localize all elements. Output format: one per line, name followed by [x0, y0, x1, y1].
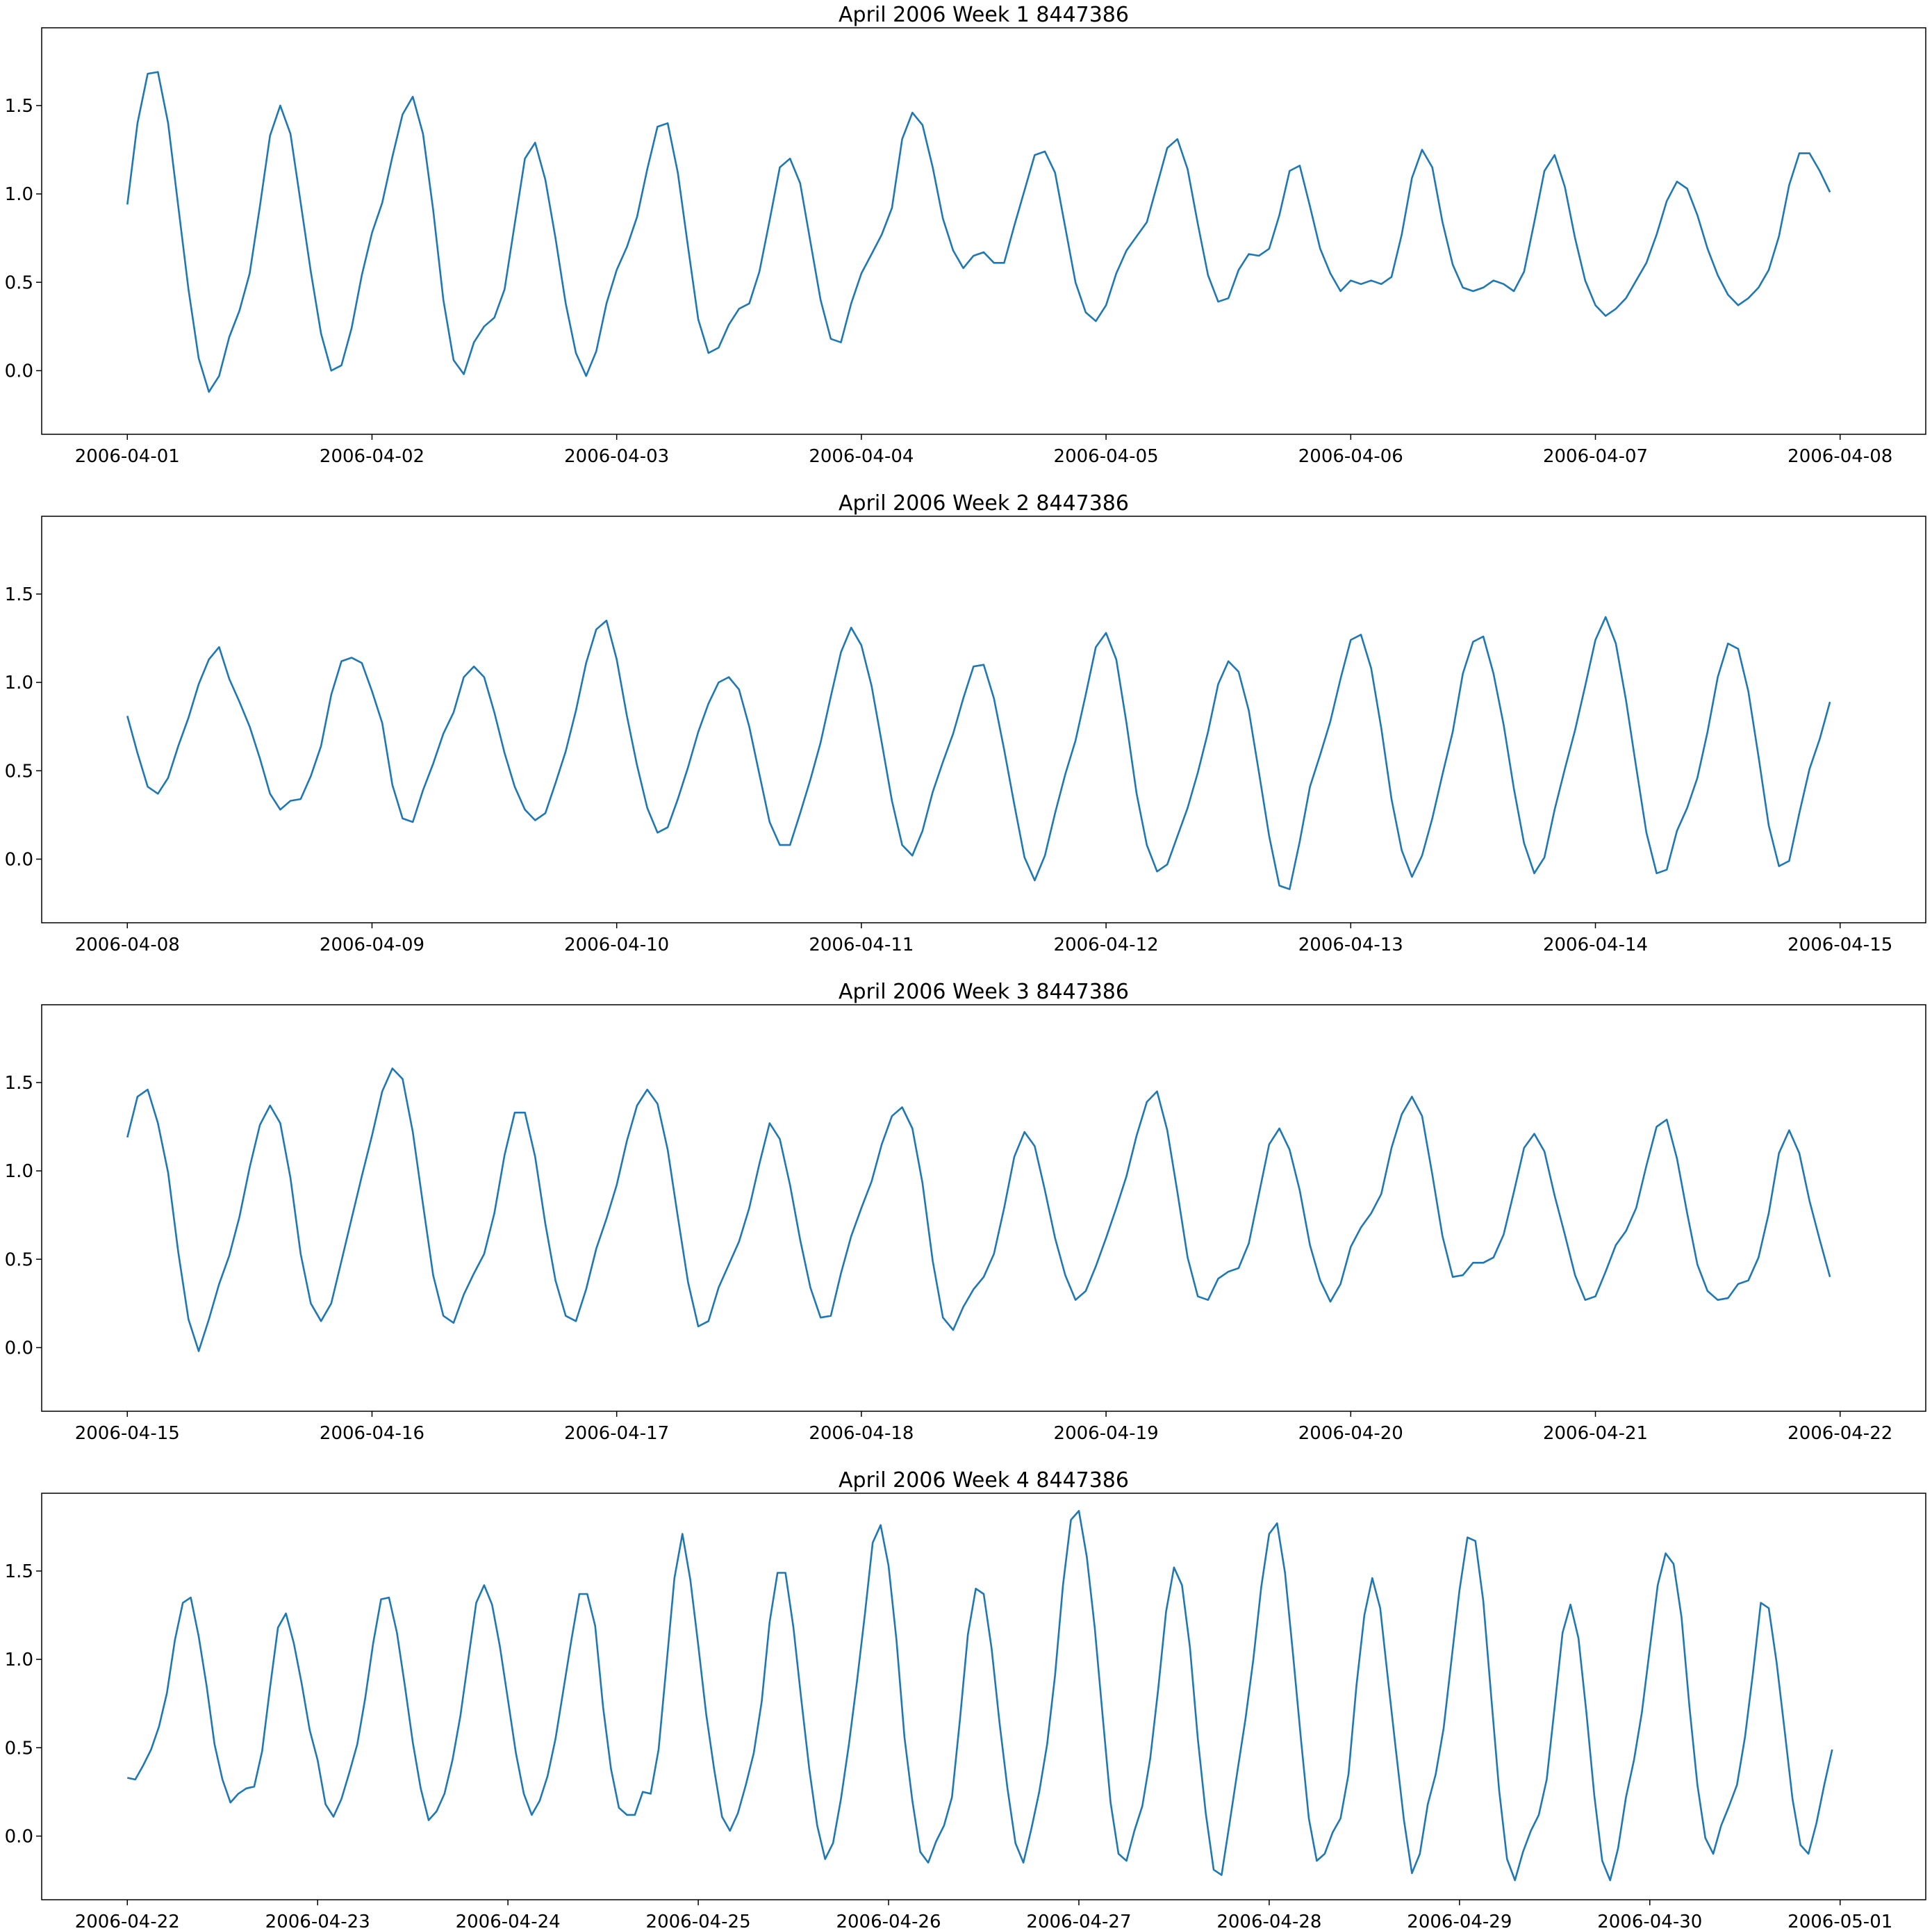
x-tick-label: 2006-04-24	[456, 1912, 561, 1931]
axes-frame	[41, 1493, 1926, 1900]
y-tick-label: 1.0	[5, 1161, 33, 1182]
x-tick-label: 2006-04-30	[1597, 1912, 1702, 1931]
chart-title: April 2006 Week 4 8447386	[839, 1468, 1129, 1493]
x-tick-label: 2006-04-05	[1054, 446, 1159, 467]
y-tick-label: 0.0	[5, 1826, 33, 1847]
x-tick-label: 2006-04-10	[564, 935, 669, 955]
y-tick-label: 1.5	[5, 1561, 33, 1582]
x-tick-label: 2006-04-20	[1298, 1423, 1403, 1444]
x-tick-label: 2006-04-28	[1216, 1912, 1321, 1931]
chart-panel-1: April 2006 Week 1 8447386 0.0 0.5 1.0 1.5 200…	[5, 3, 1926, 467]
axes-frame	[41, 1004, 1926, 1412]
y-tick-label: 0.0	[5, 1338, 33, 1358]
x-tick-label: 2006-04-21	[1543, 1423, 1648, 1444]
y-tick-label: 1.5	[5, 584, 33, 605]
x-tick-label: 2006-04-15	[75, 1423, 180, 1444]
y-tick-label: 1.5	[5, 96, 33, 117]
chart-panel-4: April 2006 Week 4 8447386 0.0 0.5 1.0 1.5 200…	[5, 1468, 1926, 1931]
chart-title: April 2006 Week 3 8447386	[839, 980, 1129, 1004]
axes-frame	[41, 516, 1926, 923]
series-line	[126, 616, 1831, 890]
x-tick-label: 2006-04-03	[564, 446, 669, 467]
series-line	[126, 71, 1831, 393]
y-tick-label: 0.5	[5, 761, 33, 782]
x-tick-label: 2006-04-16	[320, 1423, 424, 1444]
x-tick-label: 2006-04-23	[265, 1912, 370, 1931]
x-tick-label: 2006-04-06	[1298, 446, 1403, 467]
x-tick-label: 2006-04-01	[75, 446, 180, 467]
x-tick-label: 2006-04-14	[1543, 935, 1648, 955]
x-tick-label: 2006-04-17	[564, 1423, 669, 1444]
x-tick-label: 2006-04-13	[1298, 935, 1403, 955]
x-tick-label: 2006-04-11	[809, 935, 914, 955]
x-tick-label: 2006-04-18	[809, 1423, 914, 1444]
x-tick-label: 2006-04-12	[1054, 935, 1159, 955]
y-tick-label: 0.5	[5, 1738, 33, 1759]
x-tick-label: 2006-04-08	[1787, 446, 1892, 467]
x-tick-label: 2006-04-08	[75, 935, 180, 955]
x-tick-label: 2006-04-27	[1026, 1912, 1131, 1931]
x-tick-label: 2006-04-15	[1787, 935, 1892, 955]
y-tick-label: 0.0	[5, 849, 33, 870]
y-tick-label: 1.5	[5, 1073, 33, 1094]
x-tick-label: 2006-04-29	[1407, 1912, 1512, 1931]
chart-title: April 2006 Week 1 8447386	[839, 3, 1129, 27]
chart-panel-2: April 2006 Week 2 8447386 0.0 0.5 1.0 1.5 200…	[5, 491, 1926, 955]
x-tick-label: 2006-04-25	[646, 1912, 751, 1931]
series-line	[126, 1067, 1831, 1352]
chart-panel-3: April 2006 Week 3 8447386 0.0 0.5 1.0 1.5 200…	[5, 980, 1926, 1444]
x-tick-label: 2006-04-26	[836, 1912, 941, 1931]
series-line	[127, 1510, 1833, 1882]
y-tick-label: 0.0	[5, 361, 33, 381]
y-tick-label: 0.5	[5, 1249, 33, 1270]
chart-title: April 2006 Week 2 8447386	[839, 491, 1129, 516]
x-tick-label: 2006-05-01	[1787, 1912, 1892, 1931]
x-tick-label: 2006-04-19	[1054, 1423, 1159, 1444]
y-tick-label: 0.5	[5, 272, 33, 293]
x-tick-label: 2006-04-22	[1787, 1423, 1892, 1444]
x-tick-label: 2006-04-04	[809, 446, 914, 467]
y-tick-label: 1.0	[5, 184, 33, 205]
y-tick-label: 1.0	[5, 673, 33, 693]
axes-frame	[41, 27, 1926, 435]
x-tick-label: 2006-04-09	[320, 935, 424, 955]
y-tick-label: 1.0	[5, 1650, 33, 1670]
x-tick-label: 2006-04-22	[75, 1912, 180, 1931]
x-tick-label: 2006-04-02	[320, 446, 424, 467]
x-tick-label: 2006-04-07	[1543, 446, 1648, 467]
